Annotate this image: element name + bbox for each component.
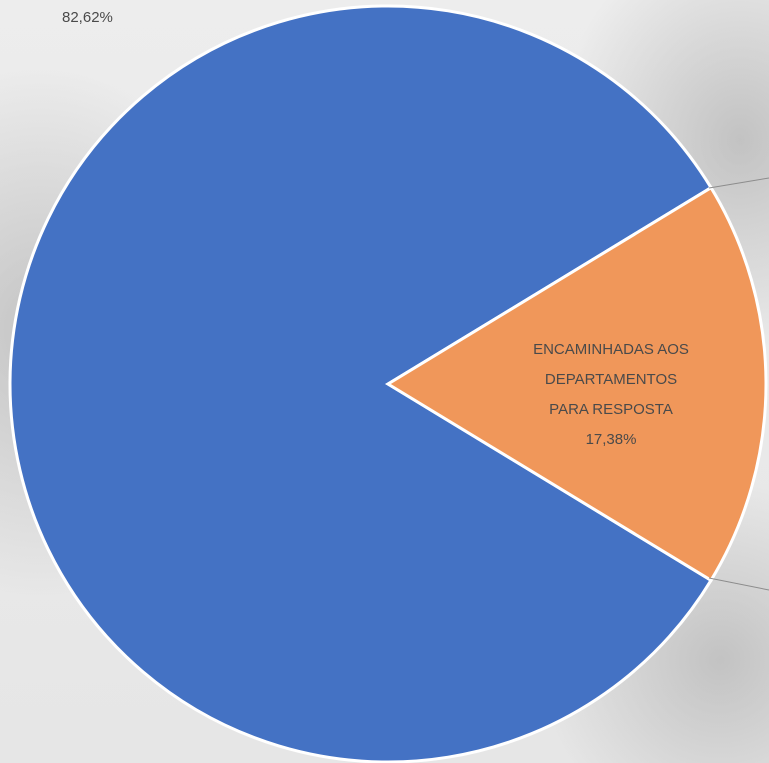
slice-1-label-line-1: ENCAMINHADAS AOS [533,341,689,358]
slice-1-label-line-2: DEPARTAMENTOS [545,371,677,388]
leader-line-bottom [708,577,769,591]
pie-slices [8,4,768,763]
leader-lines [708,177,769,591]
leader-line-top [708,177,769,189]
pie-slice-1 [385,185,768,583]
slice-1-label: ENCAMINHADAS AOS DEPARTAMENTOS PARA RESP… [533,341,689,448]
slice-1-percent-label: 17,38% [586,431,637,448]
slice-0-percent-label: 82,62% [62,9,113,26]
pie-slice-0 [8,4,714,763]
slice-1-label-line-3: PARA RESPOSTA [549,401,673,418]
